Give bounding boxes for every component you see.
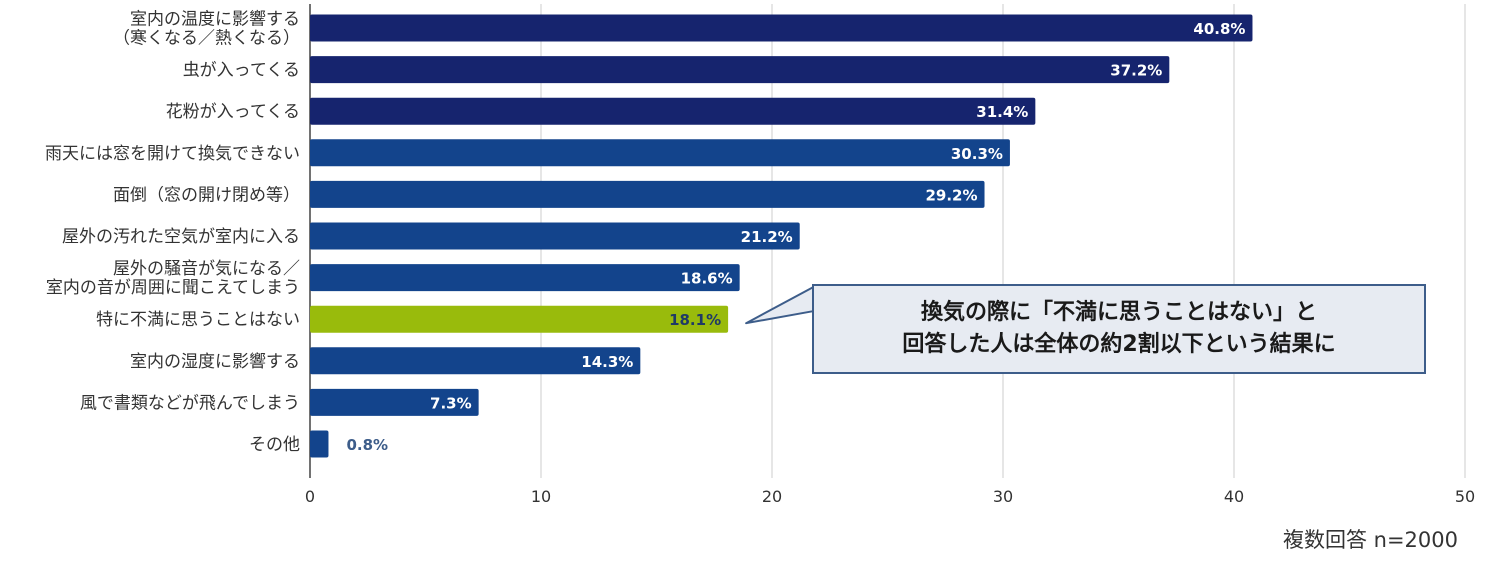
- bar: [310, 56, 1170, 84]
- category-label: 屋外の汚れた空気が室内に入る: [62, 227, 300, 247]
- x-tick-label: 10: [531, 487, 551, 506]
- value-label: 30.3%: [951, 145, 1003, 163]
- annotation-line-2: 回答した人は全体の約2割以下という結果に: [902, 332, 1336, 357]
- category-label: 室内の温度に影響する: [130, 10, 300, 30]
- value-label: 29.2%: [925, 186, 977, 204]
- category-label: 虫が入ってくる: [183, 61, 300, 81]
- x-tick-label: 40: [1224, 487, 1244, 506]
- value-label: 18.6%: [681, 270, 733, 288]
- category-label: 雨天には窓を開けて換気できない: [45, 144, 300, 164]
- annotation-callout: 換気の際に「不満に思うことはない」と 回答した人は全体の約2割以下という結果に: [812, 284, 1426, 374]
- sample-footnote: 複数回答 n=2000: [1282, 528, 1458, 552]
- bar: [310, 430, 329, 458]
- bars: 40.8% 37.2% 31.4% 30.3% 29.2% 21.2% 18.6% 18.1%…: [310, 14, 1253, 458]
- bar: [310, 14, 1253, 42]
- category-label: （寒くなる／熱くなる）: [113, 29, 300, 49]
- value-label: 18.1%: [669, 311, 721, 329]
- value-label: 31.4%: [976, 103, 1028, 121]
- bar: [310, 97, 1036, 125]
- callout-tail: [745, 286, 814, 325]
- value-label: 21.2%: [741, 228, 793, 246]
- bar: [310, 264, 740, 292]
- x-tick-label: 0: [305, 487, 315, 506]
- category-labels: 室内の温度に影響する（寒くなる／熱くなる） 虫が入ってくる花粉が入ってくる雨天には…: [45, 10, 300, 456]
- callout-pointer: [745, 286, 814, 325]
- category-label: 風で書類などが飛んでしまう: [80, 393, 300, 413]
- bar: [310, 180, 985, 208]
- annotation-line-1: 換気の際に「不満に思うことはない」と: [920, 300, 1317, 325]
- bar: [310, 222, 800, 250]
- category-label: 室内の湿度に影響する: [130, 352, 300, 372]
- value-label: 7.3%: [430, 394, 472, 412]
- category-label: 屋外の騒音が気になる／: [113, 259, 300, 279]
- value-label: 14.3%: [581, 353, 633, 371]
- bar: [310, 305, 729, 333]
- category-label: 花粉が入ってくる: [166, 102, 300, 122]
- x-tick-label: 20: [762, 487, 782, 506]
- bar: [310, 347, 641, 375]
- value-label: 40.8%: [1193, 20, 1245, 38]
- category-label: 面倒（窓の開け閉め等）: [113, 185, 300, 205]
- x-tick-labels: 0 10 20 30 40 50: [305, 487, 1475, 506]
- x-tick-label: 30: [993, 487, 1013, 506]
- value-label: 37.2%: [1110, 62, 1162, 80]
- bar: [310, 388, 479, 416]
- bar: [310, 139, 1010, 167]
- category-label: 特に不満に思うことはない: [96, 310, 300, 330]
- x-tick-label: 50: [1455, 487, 1475, 506]
- category-label: 室内の音が周囲に聞こえてしまう: [46, 278, 300, 298]
- value-label: 0.8%: [346, 436, 388, 454]
- category-label: その他: [249, 435, 300, 455]
